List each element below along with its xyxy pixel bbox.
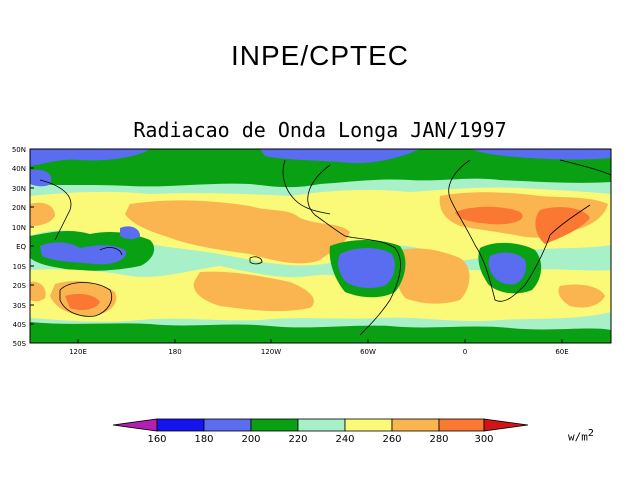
field-north-blue [30, 149, 150, 166]
lon-label-60w: 60W [360, 348, 376, 356]
field-sahara-dark-orange [455, 206, 523, 225]
field-australia-dark [65, 294, 100, 310]
field-north-blue-2 [260, 149, 420, 164]
lat-label-eq: EQ [16, 243, 26, 251]
field-africa-blue [488, 252, 526, 285]
colorbar-bin-260-280 [391, 418, 440, 432]
field-south-atlantic-orange [395, 248, 470, 304]
colorbar-bin-200-220 [250, 418, 299, 432]
field-south-pacific-orange [193, 271, 314, 312]
field-west-orange [30, 202, 55, 226]
field-west-south-orange [30, 281, 46, 302]
lat-label-40n: 40N [11, 165, 26, 173]
lat-ticks [30, 148, 34, 325]
lon-label-120e: 120E [69, 348, 87, 356]
colorbar-bin-240-260 [344, 418, 393, 432]
colorbar-label-300: 300 [474, 434, 494, 445]
colorbar-label-260: 260 [382, 434, 402, 445]
field-indian-south-orange [558, 284, 605, 308]
lon-ticks [77, 339, 563, 343]
unit-exponent: 2 [587, 428, 594, 439]
colorbar-label-220: 220 [288, 434, 308, 445]
colorbar-label-200: 200 [241, 434, 261, 445]
lat-label-20s: 20S [12, 282, 26, 290]
field-south-green [30, 322, 611, 343]
colorbar-label-280: 280 [429, 434, 449, 445]
field-north-blue-4 [30, 169, 52, 187]
lat-label-30n: 30N [11, 185, 26, 193]
colorbar-bin-180-200 [203, 418, 252, 432]
lon-label-120w: 120W [260, 348, 282, 356]
lat-label-30s: 30S [12, 302, 26, 310]
lat-label-50s: 50S [12, 340, 26, 348]
lon-label-180: 180 [168, 348, 182, 356]
colorbar-label-160: 160 [147, 434, 167, 445]
lat-label-20n: 20N [11, 204, 26, 212]
unit-text: w/m [568, 430, 588, 444]
lat-label-50n: 50N [11, 146, 26, 154]
colorbar-over-triangle [483, 418, 529, 432]
map-title: Radiacao de Onda Longa JAN/1997 [133, 118, 507, 142]
organization-title: INPE/CPTEC [230, 40, 410, 71]
olr-field [30, 149, 611, 343]
colorbar-bin-220-240 [297, 418, 346, 432]
field-amazon-blue [337, 248, 395, 288]
field-arabia-dark-orange [535, 207, 590, 244]
field-pacific-orange [125, 200, 350, 264]
field-north-blue-3 [470, 149, 611, 160]
coastlines [39, 159, 611, 336]
lat-label-10n: 10N [11, 224, 26, 232]
colorbar-label-240: 240 [335, 434, 355, 445]
colorbar-bin-280-300 [438, 418, 485, 432]
lat-label-40s: 40S [12, 321, 26, 329]
field-maritime-blue-2 [120, 226, 140, 239]
lon-label-60e: 60E [555, 348, 569, 356]
colorbar-unit: w/m2 [568, 428, 594, 444]
lat-label-10s: 10S [12, 263, 26, 271]
colorbar [112, 418, 529, 432]
colorbar-under-triangle [112, 418, 158, 432]
field-north-green [30, 149, 611, 188]
lon-label-0: 0 [462, 348, 468, 356]
colorbar-bin-160-180 [156, 418, 205, 432]
colorbar-label-180: 180 [194, 434, 214, 445]
